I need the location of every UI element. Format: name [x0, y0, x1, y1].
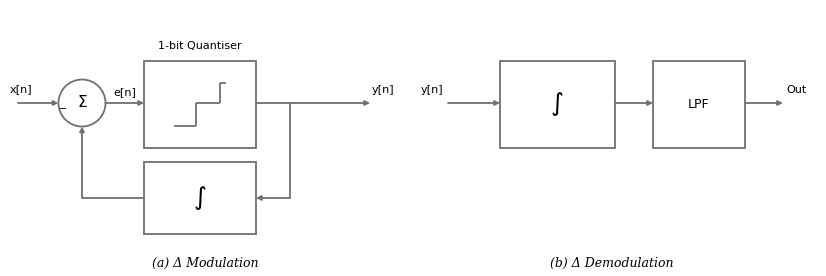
Text: ∫: ∫ — [551, 92, 564, 116]
Text: (b) Δ Demodulation: (b) Δ Demodulation — [550, 257, 673, 270]
Text: Σ: Σ — [77, 95, 87, 110]
Bar — [500, 61, 615, 148]
Text: ∫: ∫ — [193, 186, 206, 210]
Text: Out: Out — [786, 85, 806, 95]
Bar — [653, 61, 745, 148]
Text: 1-bit Quantiser: 1-bit Quantiser — [159, 41, 242, 51]
Bar — [144, 162, 256, 234]
Bar — [144, 61, 256, 148]
Text: LPF: LPF — [688, 98, 710, 111]
Text: y[n]: y[n] — [372, 85, 395, 95]
Text: −: − — [59, 104, 67, 114]
Text: y[n]: y[n] — [420, 85, 443, 95]
Text: (a) Δ Modulation: (a) Δ Modulation — [152, 257, 259, 270]
Text: x[n]: x[n] — [10, 84, 32, 94]
Text: e[n]: e[n] — [113, 87, 136, 97]
